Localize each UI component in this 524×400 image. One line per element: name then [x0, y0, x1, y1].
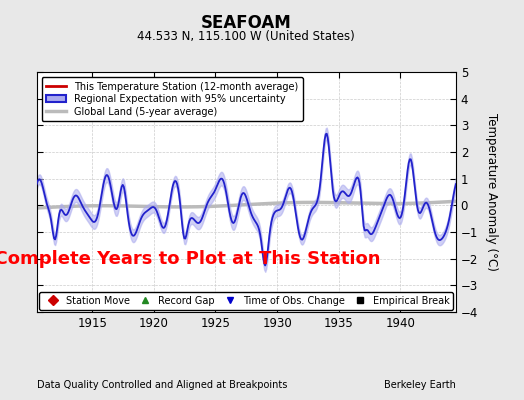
- Legend: Station Move, Record Gap, Time of Obs. Change, Empirical Break: Station Move, Record Gap, Time of Obs. C…: [39, 292, 453, 310]
- Text: Berkeley Earth: Berkeley Earth: [384, 380, 456, 390]
- Text: Data Quality Controlled and Aligned at Breakpoints: Data Quality Controlled and Aligned at B…: [37, 380, 287, 390]
- Text: SEAFOAM: SEAFOAM: [201, 14, 292, 32]
- Text: No Complete Years to Plot at This Station: No Complete Years to Plot at This Statio…: [0, 250, 380, 268]
- Text: 44.533 N, 115.100 W (United States): 44.533 N, 115.100 W (United States): [137, 30, 355, 43]
- Y-axis label: Temperature Anomaly (°C): Temperature Anomaly (°C): [485, 113, 498, 271]
